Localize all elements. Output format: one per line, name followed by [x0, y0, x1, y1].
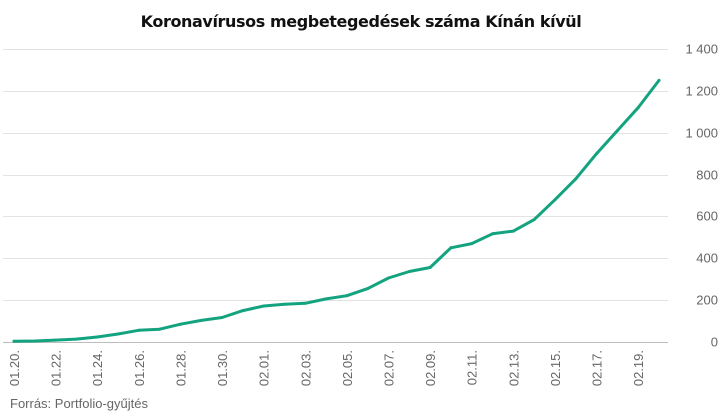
data-point [595, 152, 599, 156]
x-tick-label: 02.09. [423, 350, 438, 386]
source-note: Forrás: Portfolio-gyűjtés [10, 396, 148, 411]
x-tick-label: 01.28. [173, 350, 188, 386]
x-tick-label: 02.15. [548, 350, 563, 386]
data-point [241, 309, 245, 313]
x-tick-label: 02.13. [506, 350, 521, 386]
x-tick-label: 02.01. [257, 350, 272, 386]
data-point [116, 332, 120, 336]
data-series [12, 78, 661, 343]
y-tick-label: 800 [696, 168, 718, 183]
x-tick-label: 02.07. [382, 350, 397, 386]
data-point [532, 218, 536, 222]
data-point [54, 338, 58, 342]
data-point [324, 297, 328, 301]
data-point [262, 304, 266, 308]
data-point [366, 287, 370, 291]
data-point [511, 229, 515, 233]
data-point [428, 266, 432, 269]
data-point [636, 106, 640, 110]
data-point [491, 232, 494, 236]
x-tick-label: 02.03. [298, 350, 313, 386]
data-point [303, 301, 307, 305]
data-point [449, 246, 453, 250]
data-point [345, 294, 349, 298]
x-tick-label: 01.30. [215, 350, 230, 386]
y-tick-label: 400 [696, 251, 718, 266]
y-tick-label: 0 [711, 335, 718, 350]
data-point [407, 270, 411, 273]
x-tick-label: 01.24. [90, 350, 105, 386]
data-point [657, 78, 661, 82]
data-point [12, 339, 16, 343]
x-tick-label: 02.11. [465, 350, 480, 385]
data-point [220, 316, 224, 319]
y-axis-ticks: 0 200 400 600 800 1 000 1 200 1 400 [685, 42, 718, 350]
data-point [199, 318, 203, 322]
y-tick-label: 600 [696, 209, 718, 224]
x-tick-label: 02.17. [590, 350, 605, 386]
data-point [95, 335, 99, 339]
data-point [74, 337, 78, 341]
x-tick-label: 01.20. [7, 350, 22, 386]
data-point [574, 177, 578, 181]
data-point [33, 339, 37, 343]
data-point [470, 242, 474, 246]
x-tick-label: 01.26. [132, 350, 147, 386]
data-point [387, 276, 390, 280]
data-point [615, 129, 619, 133]
y-tick-label: 1 400 [685, 42, 718, 57]
y-tick-label: 1 000 [685, 126, 718, 141]
x-tick-label: 02.05. [340, 350, 355, 386]
series-line [12, 78, 661, 343]
x-axis-ticks: 01.20. 01.22. 01.24. 01.26. 01.28. 01.30. 02.0… [7, 350, 646, 386]
data-point [179, 322, 182, 326]
data-point [158, 327, 162, 331]
y-tick-label: 1 200 [685, 84, 718, 99]
chart-title: Koronavírusos megbetegedések száma Kínán… [140, 12, 582, 31]
grid-lines [3, 49, 668, 343]
data-point [553, 198, 557, 202]
y-tick-label: 200 [696, 293, 718, 308]
x-tick-label: 02.19. [631, 350, 646, 386]
x-tick-label: 01.22. [49, 350, 64, 386]
data-point [137, 328, 141, 332]
data-point [283, 302, 286, 306]
